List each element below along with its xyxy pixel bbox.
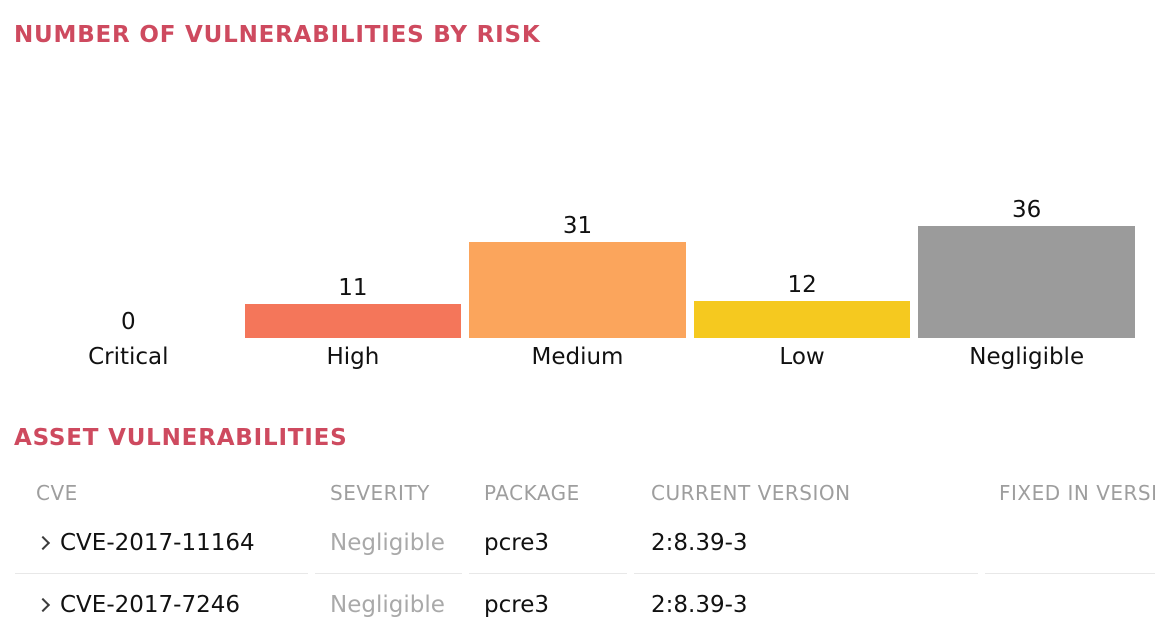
column-header-package[interactable]: PACKAGE xyxy=(484,481,580,505)
package-cell: pcre3 xyxy=(469,574,627,633)
bar-value-low: 12 xyxy=(787,272,817,298)
vulnerabilities-by-risk-chart: 0 11 31 12 36 xyxy=(16,49,1139,338)
bar-high[interactable] xyxy=(244,304,462,338)
category-label-low: Low xyxy=(779,344,825,370)
asset-vulnerabilities-title: ASSET VULNERABILITIES xyxy=(14,425,348,451)
current-version-cell: 2:8.39-3 xyxy=(634,512,978,574)
chart-column-high: 11 xyxy=(244,274,462,338)
vulnerabilities-by-risk-title: NUMBER OF VULNERABILITIES BY RISK xyxy=(14,22,541,48)
chevron-right-icon[interactable] xyxy=(35,535,51,550)
severity-cell: Negligible xyxy=(315,574,462,633)
current-version-cell: 2:8.39-3 xyxy=(634,574,978,633)
cve-cell: CVE-2017-11164 xyxy=(15,512,308,574)
category-label-negligible: Negligible xyxy=(969,344,1085,370)
severity-cell: Negligible xyxy=(315,512,462,574)
asset-vulnerabilities-table: CVE SEVERITY PACKAGE CURRENT VERSION FIX… xyxy=(15,474,1155,633)
table-header-row: CVE SEVERITY PACKAGE CURRENT VERSION FIX… xyxy=(15,474,1155,512)
bar-negligible[interactable] xyxy=(918,226,1135,338)
bar-value-medium: 31 xyxy=(562,213,593,239)
cve-id: CVE-2017-7246 xyxy=(60,591,240,618)
chart-column-critical: 0 xyxy=(20,308,237,338)
bar-low[interactable] xyxy=(693,301,911,338)
fixed-in-version-cell xyxy=(985,574,1155,633)
package-cell: pcre3 xyxy=(469,512,627,574)
bar-value-high: 11 xyxy=(338,275,368,301)
chart-column-medium: 31 xyxy=(469,212,686,338)
category-label-high: High xyxy=(326,344,380,370)
chart-column-low: 12 xyxy=(693,271,911,338)
chart-category-axis: Critical High Medium Low Negligible xyxy=(16,338,1139,371)
fixed-in-version-cell xyxy=(985,512,1155,574)
bar-value-negligible: 36 xyxy=(1012,197,1042,223)
table-row[interactable]: CVE-2017-7246 Negligible pcre3 2:8.39-3 xyxy=(15,574,1155,633)
category-label-medium: Medium xyxy=(531,344,624,370)
column-header-current-version[interactable]: CURRENT VERSION xyxy=(651,481,851,505)
cve-cell: CVE-2017-7246 xyxy=(15,574,308,633)
bar-value-critical: 0 xyxy=(120,309,136,335)
column-header-fixed-in-version[interactable]: FIXED IN VERSION xyxy=(999,481,1155,505)
table-row[interactable]: CVE-2017-11164 Negligible pcre3 2:8.39-3 xyxy=(15,512,1155,574)
column-header-severity[interactable]: SEVERITY xyxy=(330,481,430,505)
chevron-right-icon[interactable] xyxy=(35,597,51,612)
cve-id: CVE-2017-11164 xyxy=(60,529,255,556)
bar-medium[interactable] xyxy=(469,242,686,338)
column-header-cve[interactable]: CVE xyxy=(36,481,78,505)
chart-column-negligible: 36 xyxy=(918,196,1135,338)
category-label-critical: Critical xyxy=(88,344,169,370)
